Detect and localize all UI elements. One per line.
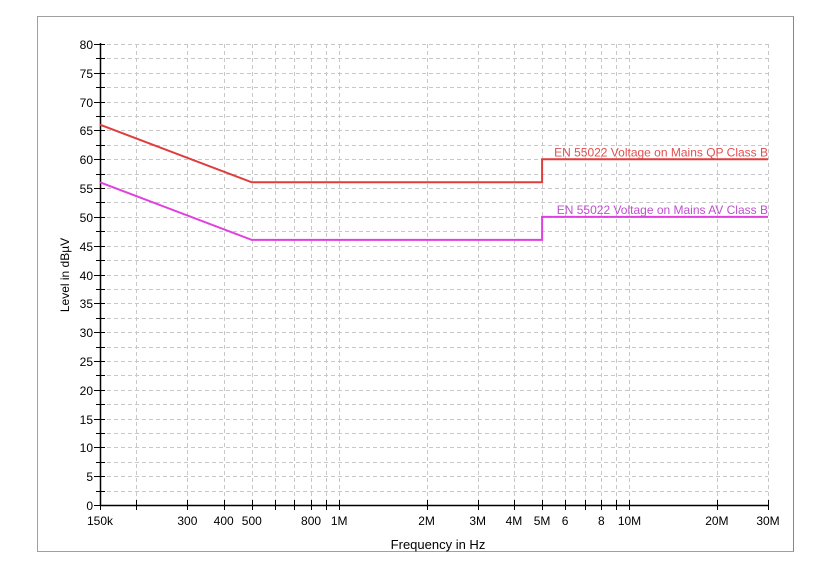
y-tick-label: 10 bbox=[80, 441, 94, 455]
y-tick-label: 5 bbox=[86, 470, 93, 484]
x-tick-label: 8 bbox=[598, 514, 605, 528]
y-tick-label: 35 bbox=[80, 297, 94, 311]
x-tick-label: 2M bbox=[418, 514, 435, 528]
x-tick-label: 4M bbox=[506, 514, 523, 528]
y-tick-label: 50 bbox=[80, 211, 94, 225]
y-tick-label: 15 bbox=[80, 413, 94, 427]
x-tick-label: 500 bbox=[242, 514, 262, 528]
x-tick-label: 30M bbox=[756, 514, 779, 528]
y-tick-label: 80 bbox=[80, 38, 94, 52]
x-tick-label: 20M bbox=[705, 514, 728, 528]
y-tick-label: 45 bbox=[80, 240, 94, 254]
y-tick-label: 0 bbox=[86, 499, 93, 513]
x-tick-label: 10M bbox=[618, 514, 641, 528]
y-tick-label: 70 bbox=[80, 96, 94, 110]
grid bbox=[100, 44, 769, 505]
y-tick-label: 75 bbox=[80, 67, 94, 81]
x-tick-label: 150k bbox=[87, 514, 114, 528]
x-axis-label: Frequency in Hz bbox=[391, 537, 486, 552]
series-label: EN 55022 Voltage on Mains QP Class B bbox=[554, 145, 768, 159]
y-tick-label: 25 bbox=[80, 355, 94, 369]
x-tick-label: 1M bbox=[331, 514, 348, 528]
x-tick-label: 6 bbox=[562, 514, 569, 528]
x-tick-label: 3M bbox=[469, 514, 486, 528]
axes: 0 5 10 15 20 25 30 35 40 45 50 55 60 65 70 75 80 150k 300 4… bbox=[80, 38, 780, 528]
y-axis-label: Level in dBµV bbox=[58, 238, 72, 312]
y-tick-label: 20 bbox=[80, 384, 94, 398]
x-tick-label: 800 bbox=[301, 514, 321, 528]
x-tick-label: 5M bbox=[534, 514, 551, 528]
series-label: EN 55022 Voltage on Mains AV Class B bbox=[557, 203, 768, 217]
series-lines: EN 55022 Voltage on Mains QP Class B EN 5… bbox=[99, 123, 768, 241]
y-tick-label: 55 bbox=[80, 182, 94, 196]
y-tick-label: 65 bbox=[80, 124, 94, 138]
x-tick-label: 400 bbox=[214, 514, 234, 528]
x-tick-label: 300 bbox=[177, 514, 197, 528]
y-tick-label: 30 bbox=[80, 326, 94, 340]
series-line bbox=[99, 181, 768, 241]
series-line bbox=[99, 123, 768, 184]
y-tick-label: 60 bbox=[80, 153, 94, 167]
chart-frame bbox=[37, 16, 794, 552]
y-tick-label: 40 bbox=[80, 269, 94, 283]
